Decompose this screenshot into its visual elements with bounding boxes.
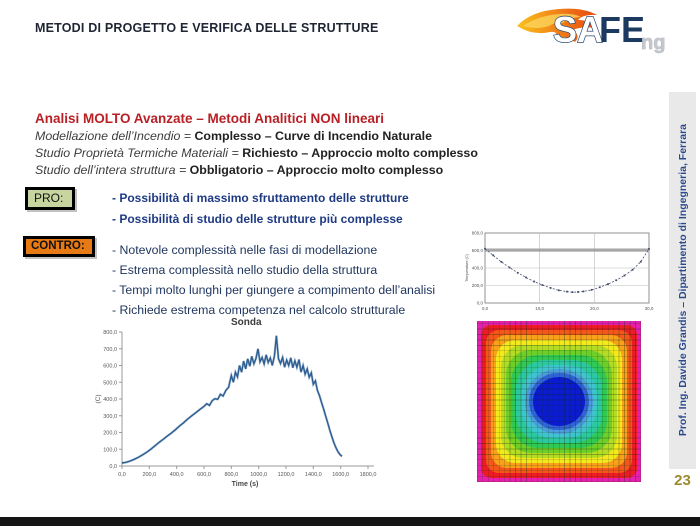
sonda-temperature-chart: Sonda 0,0 100,0 200,0 300,0 400,0 500,0 600,0 70… — [95, 317, 377, 488]
svg-text:0,0: 0,0 — [118, 472, 126, 478]
heatmap-mesh-grid — [477, 321, 641, 482]
svg-text:1400,0: 1400,0 — [305, 472, 322, 478]
contro-item: - Richiede estrema competenza nel calcol… — [112, 303, 406, 317]
safe-ng-logo: SA FE ng — [517, 8, 665, 54]
svg-text:200,0: 200,0 — [103, 431, 117, 437]
svg-text:10,0: 10,0 — [535, 306, 544, 311]
svg-text:20,0: 20,0 — [590, 306, 599, 311]
contro-items-list: - Notevole complessità nelle fasi di mod… — [112, 240, 435, 320]
definition-term: Studio dell’intera struttura = — [35, 163, 190, 177]
svg-text:1200,0: 1200,0 — [278, 472, 295, 478]
svg-text:800,0: 800,0 — [472, 231, 484, 236]
definition-term: Studio Proprietà Termiche Materiali = — [35, 146, 243, 160]
svg-text:400,0: 400,0 — [103, 397, 117, 403]
author-sidebar: Prof. Ing. Davide Grandis – Dipartimento… — [669, 92, 696, 469]
svg-text:800,0: 800,0 — [224, 472, 238, 478]
svg-text:0,0: 0,0 — [109, 464, 117, 470]
contro-label-box: CONTRO: — [23, 236, 95, 257]
author-text: Prof. Ing. Davide Grandis – Dipartimento… — [676, 124, 689, 437]
pro-item: - Possibilità di massimo sfruttamento de… — [112, 191, 409, 205]
svg-text:0,0: 0,0 — [477, 301, 484, 306]
pro-item: - Possibilità di studio delle strutture … — [112, 211, 403, 226]
page-number: 23 — [674, 472, 691, 489]
svg-text:(C): (C) — [95, 394, 102, 403]
svg-text:800,0: 800,0 — [103, 330, 117, 336]
svg-text:Time (s): Time (s) — [232, 481, 259, 488]
contro-item: - Notevole complessità nelle fasi di mod… — [112, 243, 378, 257]
logo-ng: ng — [641, 32, 665, 54]
contro-item: - Tempi molto lunghi per giungere a comp… — [112, 283, 436, 297]
svg-text:500,0: 500,0 — [103, 380, 117, 386]
definition-line: Studio dell’intera struttura = Obbligato… — [35, 163, 443, 177]
svg-text:Sonda: Sonda — [231, 317, 262, 328]
section-heading: Analisi MOLTO Avanzate – Metodi Analitic… — [35, 111, 385, 126]
definition-value: Obbligatorio – Approccio molto complesso — [189, 163, 444, 177]
pro-label-box: PRO: — [25, 187, 76, 210]
svg-text:600,0: 600,0 — [197, 472, 211, 478]
svg-text:30,0: 30,0 — [645, 306, 654, 311]
svg-text:700,0: 700,0 — [103, 347, 117, 353]
bottom-border-bar — [0, 517, 700, 526]
svg-text:200,0: 200,0 — [472, 283, 484, 288]
svg-text:600,0: 600,0 — [103, 364, 117, 370]
svg-text:300,0: 300,0 — [103, 414, 117, 420]
svg-text:0,0: 0,0 — [482, 306, 489, 311]
contro-item: - Estrema complessità nello studio della… — [112, 263, 378, 277]
svg-text:1000,0: 1000,0 — [250, 472, 267, 478]
definition-term: Modellazione dell’Incendio = — [35, 129, 195, 143]
svg-text:1600,0: 1600,0 — [332, 472, 349, 478]
definition-value: Richiesto – Approccio molto complesso — [242, 146, 478, 160]
pro-items-list: - Possibilità di massimo sfruttamento de… — [112, 188, 409, 229]
svg-text:600,0: 600,0 — [472, 248, 484, 253]
heatmap-contour-ring — [533, 377, 585, 426]
definition-value: Complesso – Curve di Incendio Naturale — [194, 129, 433, 143]
slide-title: METODI DI PROGETTO E VERIFICA DELLE STRU… — [35, 21, 379, 35]
logo-sa: SA — [553, 9, 603, 50]
definition-line: Modellazione dell’Incendio = Complesso –… — [35, 129, 432, 143]
svg-text:1800,0: 1800,0 — [360, 472, 377, 478]
svg-text:400,0: 400,0 — [472, 266, 484, 271]
svg-text:100,0: 100,0 — [103, 447, 117, 453]
svg-text:200,0: 200,0 — [142, 472, 156, 478]
definition-line: Studio Proprietà Termiche Materiali = Ri… — [35, 146, 478, 160]
svg-text:400,0: 400,0 — [170, 472, 184, 478]
section-temperature-profile-chart: 0,0 10,0 20,0 30,0 0,0 200,0 400,0 600,0 800,0 Te… — [465, 231, 654, 311]
fem-thermal-heatmap — [477, 321, 641, 482]
logo-fe: FE — [599, 9, 645, 50]
flame-inner — [523, 13, 581, 28]
svg-text:Temperature (C): Temperature (C) — [465, 253, 469, 281]
